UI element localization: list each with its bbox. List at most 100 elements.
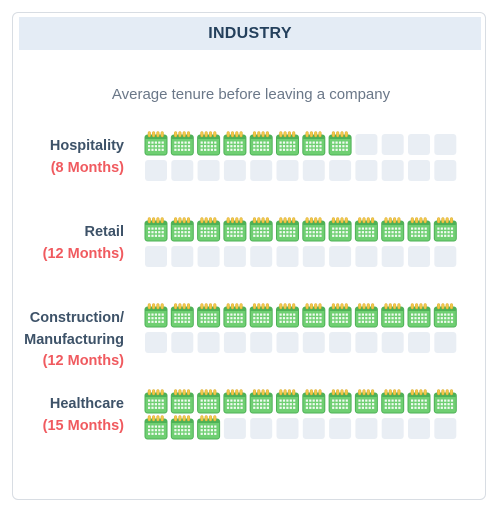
calendar-icon: [407, 303, 431, 328]
calendar-icon: [223, 131, 247, 156]
empty-month-slot: [223, 160, 246, 181]
calendar-icon: [197, 303, 221, 328]
empty-month-slot: [250, 332, 273, 353]
calendar-icon: [144, 415, 168, 440]
calendar-icon: [249, 389, 273, 414]
empty-month-slot: [276, 160, 299, 181]
empty-month-slot: [381, 246, 404, 267]
empty-month-slot: [171, 246, 194, 267]
empty-month-slot: [276, 332, 299, 353]
empty-month-slot: [355, 332, 378, 353]
empty-month-slot: [381, 160, 404, 181]
calendar-icon: [170, 389, 194, 414]
calendar-icon: [354, 389, 378, 414]
category-name: Hospitality: [49, 138, 124, 154]
empty-month-slot: [329, 160, 352, 181]
empty-month-slot: [408, 246, 430, 267]
empty-month-slot: [250, 160, 273, 181]
empty-month-slot: [434, 332, 457, 353]
calendar-icon: [170, 217, 194, 242]
category-months: (8 Months): [50, 159, 124, 176]
calendar-icon: [223, 217, 247, 242]
empty-month-slot: [223, 418, 246, 439]
category-label-construction-manufacturing: Construction/ Manufacturing (12 Months): [24, 308, 124, 373]
calendar-icon: [276, 217, 299, 242]
category-label-hospitality: Hospitality (8 Months): [50, 136, 124, 179]
calendar-icon: [144, 389, 168, 414]
calendar-icon: [276, 303, 299, 328]
empty-month-slot: [408, 160, 430, 181]
calendar-icon: [170, 131, 194, 156]
empty-month-slot: [302, 160, 325, 181]
calendar-icon: [407, 389, 431, 414]
empty-month-slot: [381, 418, 404, 439]
empty-month-slot: [276, 246, 299, 267]
category-name: Healthcare: [49, 396, 124, 412]
calendar-icon: [249, 303, 273, 328]
calendar-icon: [197, 131, 221, 156]
calendar-icon: [381, 217, 405, 242]
empty-month-slot: [329, 332, 352, 353]
calendar-icon: [354, 217, 378, 242]
calendar-icon: [249, 131, 273, 156]
category-name-line-2: Manufacturing: [24, 331, 124, 348]
calendar-icon: [144, 131, 168, 156]
empty-month-slot: [171, 332, 194, 353]
empty-month-slot: [171, 160, 194, 181]
empty-month-slot: [408, 332, 430, 353]
calendar-icon: [328, 217, 352, 242]
category-months: (12 Months): [42, 245, 124, 262]
calendar-icon: [433, 389, 457, 414]
calendar-icon: [354, 303, 378, 328]
empty-month-slot: [329, 418, 352, 439]
calendar-icon: [249, 217, 273, 242]
category-months: (15 Months): [42, 417, 124, 434]
calendar-icon: [223, 389, 247, 414]
calendar-icon: [433, 303, 457, 328]
calendar-icon: [197, 415, 221, 440]
calendar-icon: [170, 303, 194, 328]
empty-month-slot: [145, 246, 167, 267]
calendar-icon: [144, 303, 168, 328]
empty-month-slot: [434, 134, 457, 155]
empty-month-slot: [197, 160, 220, 181]
empty-month-slot: [302, 418, 325, 439]
empty-month-slot: [145, 160, 167, 181]
chart-subtitle: Average tenure before leaving a company: [111, 86, 391, 103]
calendar-icon: [381, 303, 405, 328]
calendar-icon: [328, 389, 352, 414]
calendar-icon: [276, 389, 299, 414]
category-months: (12 Months): [42, 353, 124, 369]
calendar-icon: [381, 389, 405, 414]
calendar-icon: [144, 217, 168, 242]
empty-month-slot: [434, 418, 457, 439]
empty-month-slot: [197, 332, 220, 353]
empty-month-slot: [250, 246, 273, 267]
calendar-icon: [197, 389, 221, 414]
header-bar: INDUSTRY: [19, 17, 481, 50]
category-name-line-1: Construction/: [29, 310, 124, 326]
empty-month-slot: [302, 246, 325, 267]
calendar-icon: [197, 217, 221, 242]
empty-month-slot: [408, 418, 430, 439]
calendar-icon: [223, 303, 247, 328]
empty-month-slot: [434, 246, 457, 267]
empty-month-slot: [355, 418, 378, 439]
calendar-icon: [407, 217, 431, 242]
calendar-icon: [302, 389, 326, 414]
empty-month-slot: [381, 332, 404, 353]
calendar-icon: [302, 217, 326, 242]
infographic-card: [12, 12, 486, 500]
empty-month-slot: [276, 418, 299, 439]
calendar-icon: [328, 131, 352, 156]
empty-month-slot: [223, 332, 246, 353]
empty-month-slot: [223, 246, 246, 267]
empty-month-slot: [145, 332, 167, 353]
category-name: Retail: [84, 224, 125, 240]
empty-month-slot: [250, 418, 273, 439]
empty-month-slot: [381, 134, 404, 155]
empty-month-slot: [355, 134, 378, 155]
calendar-icon: [302, 131, 326, 156]
category-label-retail: Retail (12 Months): [43, 222, 124, 265]
